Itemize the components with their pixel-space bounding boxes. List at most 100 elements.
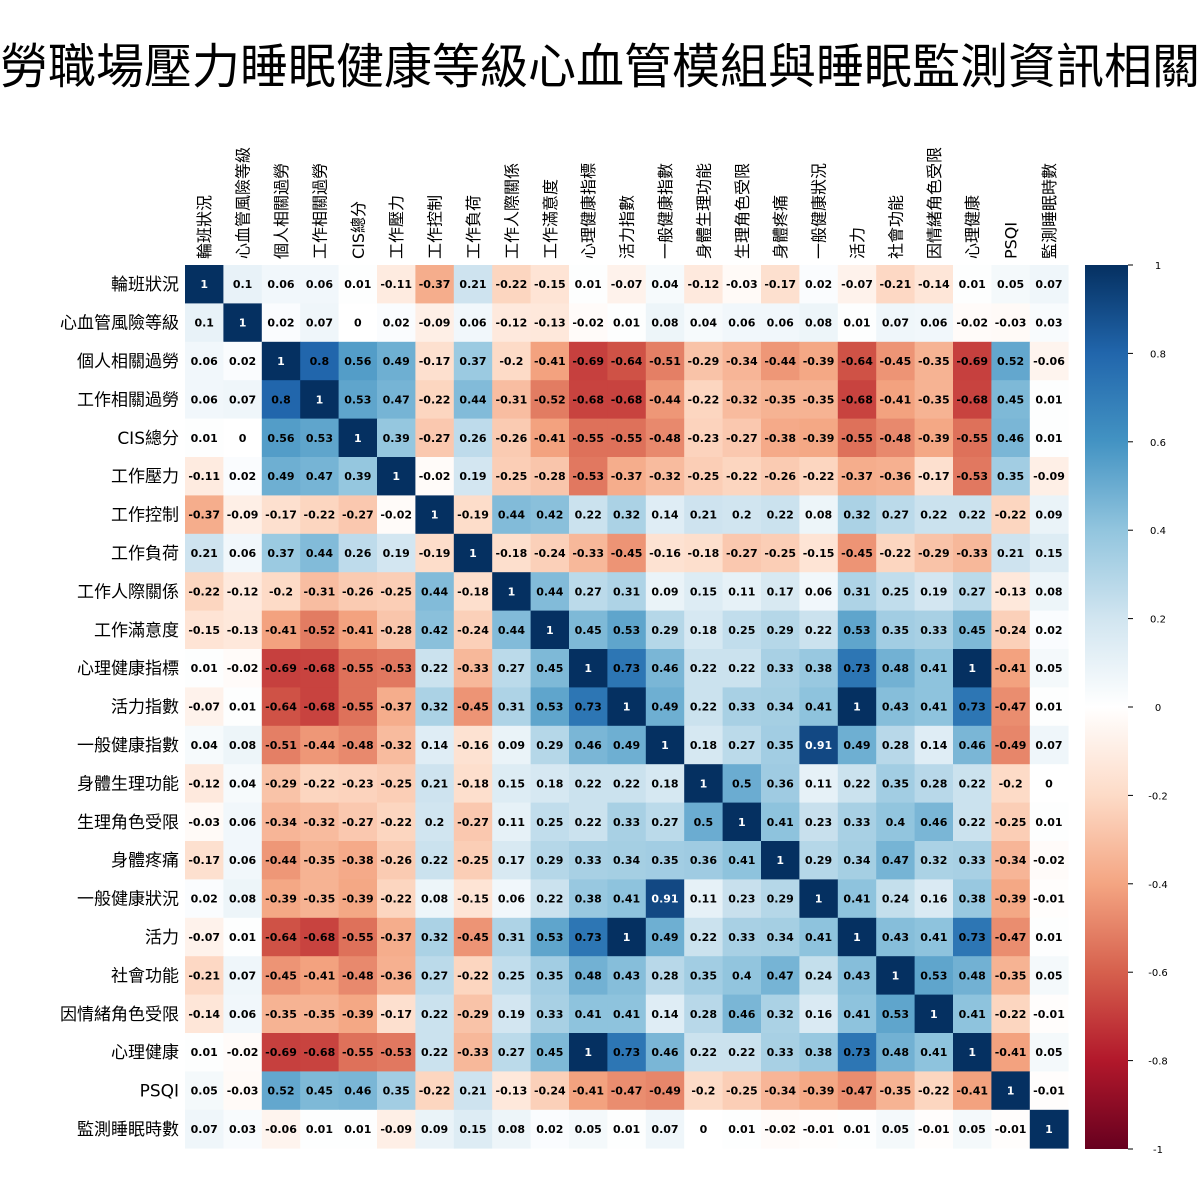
heatmap-cell (607, 533, 647, 573)
cell-value-label: 0.53 (536, 931, 563, 944)
column-label: 工作滿意度 (541, 179, 560, 259)
cell-value-label: 0.07 (1035, 278, 1062, 291)
row-label: 工作負荷 (111, 544, 179, 564)
heatmap-cell (453, 841, 493, 880)
cell-value-label: -0.39 (803, 432, 835, 445)
cell-value-label: 0.18 (651, 777, 678, 790)
heatmap-cell (722, 725, 762, 765)
heatmap-cell (415, 610, 455, 650)
cell-value-label: 0.06 (920, 317, 947, 330)
cell-value-label: -0.01 (1033, 893, 1065, 906)
heatmap-cell (607, 495, 647, 535)
heatmap-cell (722, 802, 762, 842)
heatmap-cell (722, 303, 762, 343)
heatmap-cell (569, 764, 608, 803)
heatmap-cell (799, 418, 839, 458)
column-label: 輪班狀況 (195, 195, 214, 259)
cell-value-label: 0.45 (575, 624, 602, 637)
heatmap-cell (837, 533, 877, 573)
cell-value-label: -0.51 (265, 739, 297, 752)
heatmap-cell (569, 418, 608, 458)
heatmap-cell (300, 879, 339, 919)
heatmap-cell (185, 1109, 224, 1149)
heatmap-cell (914, 380, 954, 419)
cell-value-label: 0.28 (920, 777, 947, 790)
heatmap-cell (377, 610, 416, 650)
column-label: CIS總分 (349, 201, 368, 259)
cell-value-label: 0.32 (421, 931, 448, 944)
heatmap-cell (300, 725, 339, 765)
colorbar-ticks: 1 0.8 0.6 0.4 0.2 0 -0.2 -0.4 -0.6 -0.8 -1 (1128, 261, 1168, 1156)
cell-value-label: -0.69 (265, 1046, 297, 1059)
cell-value-label: 0.28 (690, 1008, 717, 1021)
cell-value-label: 0.01 (613, 317, 640, 330)
cell-value-label: -0.45 (841, 547, 873, 560)
heatmap-cell (1029, 533, 1069, 573)
cell-value-label: -0.35 (803, 393, 835, 406)
cell-value-label: 0.01 (1035, 816, 1062, 829)
cell-value-label: -0.64 (841, 355, 873, 368)
cell-value-label: 0.35 (882, 777, 909, 790)
cell-value-label: -0.2 (269, 585, 293, 598)
heatmap-cell (338, 418, 378, 458)
cell-value-label: 1 (776, 854, 784, 867)
heatmap-cell (722, 994, 762, 1034)
heatmap-cell (223, 1071, 263, 1111)
heatmap-cell (1029, 994, 1069, 1034)
heatmap-cell (185, 457, 224, 496)
cell-value-label: 0.53 (882, 1008, 909, 1021)
heatmap-cell (722, 380, 762, 419)
cell-value-label: 1 (968, 662, 976, 675)
cell-value-label: 0.56 (344, 355, 371, 368)
heatmap-cell (185, 687, 224, 727)
cell-value-label: -0.03 (188, 816, 220, 829)
heatmap-cell (684, 495, 723, 535)
heatmap-cell (453, 1109, 493, 1149)
cell-value-label: -0.17 (188, 854, 220, 867)
cell-value-label: 0.44 (498, 624, 525, 637)
cell-value-label: -0.35 (880, 1085, 912, 1098)
cell-value-label: 0.04 (229, 777, 256, 790)
cell-value-label: -0.22 (726, 470, 758, 483)
heatmap-cell (799, 610, 839, 650)
heatmap-cell (684, 764, 723, 803)
heatmap-cell (338, 380, 378, 419)
heatmap-cell (261, 495, 301, 535)
cell-value-label: -0.24 (534, 547, 566, 560)
cell-value-label: 0.44 (421, 585, 448, 598)
cell-value-label: 1 (623, 931, 631, 944)
heatmap-cell (991, 764, 1031, 803)
heatmap-cell (453, 303, 493, 343)
heatmap-cell (415, 418, 455, 458)
cell-value-label: 0.49 (843, 739, 870, 752)
cell-value-label: -0.44 (304, 739, 336, 752)
column-label: 心血管風險等級 (234, 147, 253, 259)
heatmap-cell (338, 1109, 378, 1149)
column-label: 工作控制 (426, 195, 445, 259)
cell-value-label: -0.18 (457, 585, 489, 598)
heatmap-cell (876, 341, 915, 381)
heatmap-cell (837, 764, 877, 803)
heatmap-cell (300, 841, 339, 880)
heatmap-cell (837, 687, 877, 727)
heatmap-cell (953, 265, 992, 304)
heatmap-cell (876, 879, 915, 919)
cell-value-label: 0.06 (805, 585, 832, 598)
heatmap-cell (453, 572, 493, 611)
cell-value-label: 1 (1007, 1085, 1015, 1098)
heatmap-cell (338, 303, 378, 343)
heatmap-cell (415, 841, 455, 880)
heatmap-cell (492, 495, 531, 535)
cell-value-label: 0.45 (536, 662, 563, 675)
heatmap-cell (223, 1033, 263, 1072)
heatmap-cell (300, 610, 339, 650)
cell-value-label: -0.45 (457, 931, 489, 944)
cell-value-label: 0.31 (498, 701, 525, 714)
heatmap-cell (415, 1033, 455, 1072)
cell-value-label: 0.43 (882, 701, 909, 714)
heatmap-cell (569, 917, 608, 957)
heatmap-cell (530, 533, 570, 573)
heatmap-cell (223, 418, 263, 458)
cell-value-label: -0.21 (188, 969, 220, 982)
cell-value-label: 0.53 (843, 624, 870, 637)
